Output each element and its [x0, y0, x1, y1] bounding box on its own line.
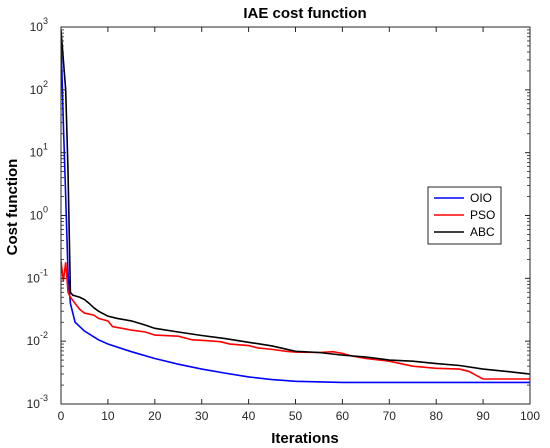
legend-label-pso: PSO [470, 208, 495, 222]
y-tick-label: 101 [30, 142, 48, 160]
x-tick-label: 40 [242, 409, 256, 423]
y-tick-label: 10-2 [27, 330, 48, 348]
x-tick-label: 70 [383, 409, 397, 423]
series-line-oio [61, 40, 530, 384]
plot-area: 0 10 20 30 40 50 60 70 80 90 100 10-3 10-2 10-1 100 101… [27, 16, 541, 423]
series-line-pso [61, 260, 530, 380]
x-tick-label: 20 [148, 409, 162, 423]
x-tick-label: 10 [101, 409, 115, 423]
x-tick-label: 100 [520, 409, 540, 423]
x-tick-label: 60 [336, 409, 350, 423]
x-tick-label: 90 [476, 409, 490, 423]
x-tick-label: 80 [430, 409, 444, 423]
chart-title: IAE cost function [243, 5, 366, 22]
y-tick-label: 10-1 [27, 267, 48, 285]
series-line-abc [61, 29, 530, 375]
y-tick-label: 102 [30, 79, 48, 97]
x-axis-label: Iterations [271, 430, 339, 447]
y-tick-label: 100 [30, 205, 48, 223]
legend-label-abc: ABC [470, 225, 495, 239]
y-tick-label: 10-3 [27, 393, 48, 411]
x-tick-label: 30 [195, 409, 209, 423]
x-tick-label: 50 [289, 409, 303, 423]
y-axis-label: Cost function [4, 159, 21, 256]
legend: OIO PSO ABC [427, 186, 502, 245]
y-tick-label: 103 [30, 16, 48, 34]
legend-label-oio: OIO [470, 191, 492, 205]
x-tick-label: 0 [58, 409, 65, 423]
